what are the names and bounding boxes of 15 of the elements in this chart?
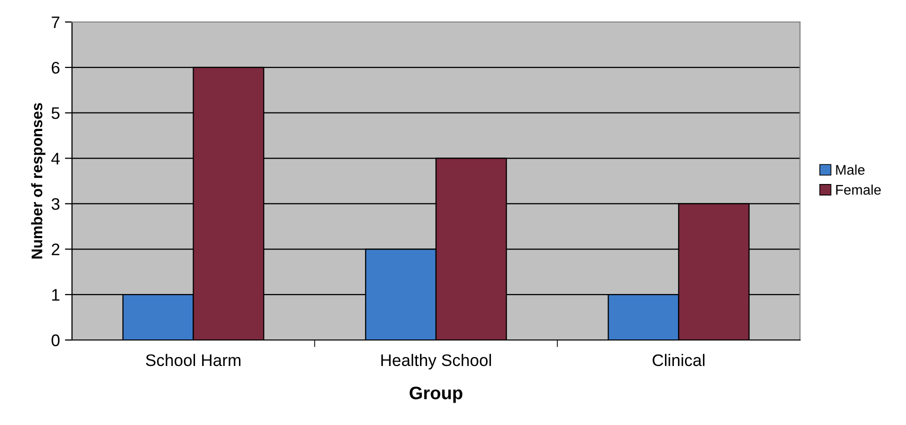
- y-axis-title: Number of responses: [31, 103, 46, 259]
- y-tick-label: 4: [51, 152, 60, 164]
- y-tick-label: 6: [52, 62, 60, 74]
- x-axis-title: Group: [410, 386, 462, 403]
- x-tick-label: Clinical: [652, 354, 704, 366]
- y-tick-label: 2: [52, 244, 60, 256]
- x-tick-label: School Harm: [146, 354, 240, 366]
- legend-label: Female: [836, 184, 881, 195]
- x-tick-label: Healthy School: [381, 354, 491, 370]
- y-tick-label: 3: [52, 198, 60, 210]
- y-tick-label: 5: [52, 107, 60, 120]
- y-tick-label: 7: [52, 16, 60, 28]
- legend-label: Male: [836, 164, 865, 175]
- y-tick-label: 1: [52, 289, 60, 301]
- y-tick-label: 0: [52, 334, 60, 346]
